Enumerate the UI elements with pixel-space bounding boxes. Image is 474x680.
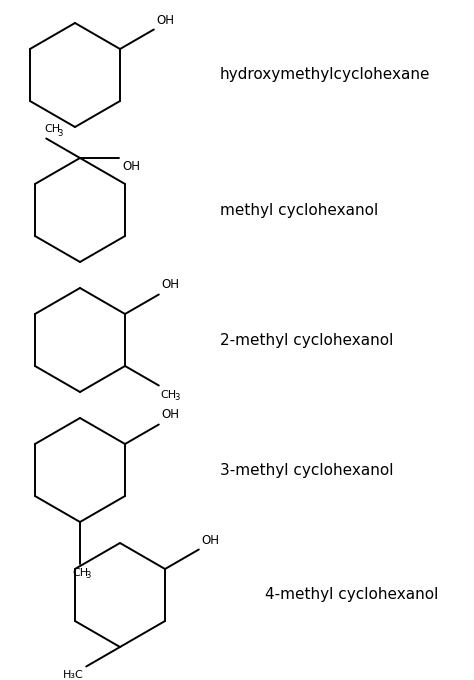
Text: 3: 3 xyxy=(174,392,179,401)
Text: CH: CH xyxy=(161,390,177,400)
Text: 3-methyl cyclohexanol: 3-methyl cyclohexanol xyxy=(220,462,393,477)
Text: 2-methyl cyclohexanol: 2-methyl cyclohexanol xyxy=(220,333,393,347)
Text: OH: OH xyxy=(162,409,180,422)
Text: 3: 3 xyxy=(57,129,63,137)
Text: OH: OH xyxy=(162,279,180,292)
Text: 3: 3 xyxy=(85,571,91,579)
Text: CH: CH xyxy=(72,568,88,577)
Text: 4-methyl cyclohexanol: 4-methyl cyclohexanol xyxy=(265,588,438,602)
Text: OH: OH xyxy=(157,14,175,27)
Text: CH: CH xyxy=(44,124,60,135)
Text: H₃C: H₃C xyxy=(63,670,83,680)
Text: OH: OH xyxy=(202,534,220,547)
Text: OH: OH xyxy=(122,160,140,173)
Text: methyl cyclohexanol: methyl cyclohexanol xyxy=(220,203,378,218)
Text: hydroxymethylcyclohexane: hydroxymethylcyclohexane xyxy=(220,67,430,82)
